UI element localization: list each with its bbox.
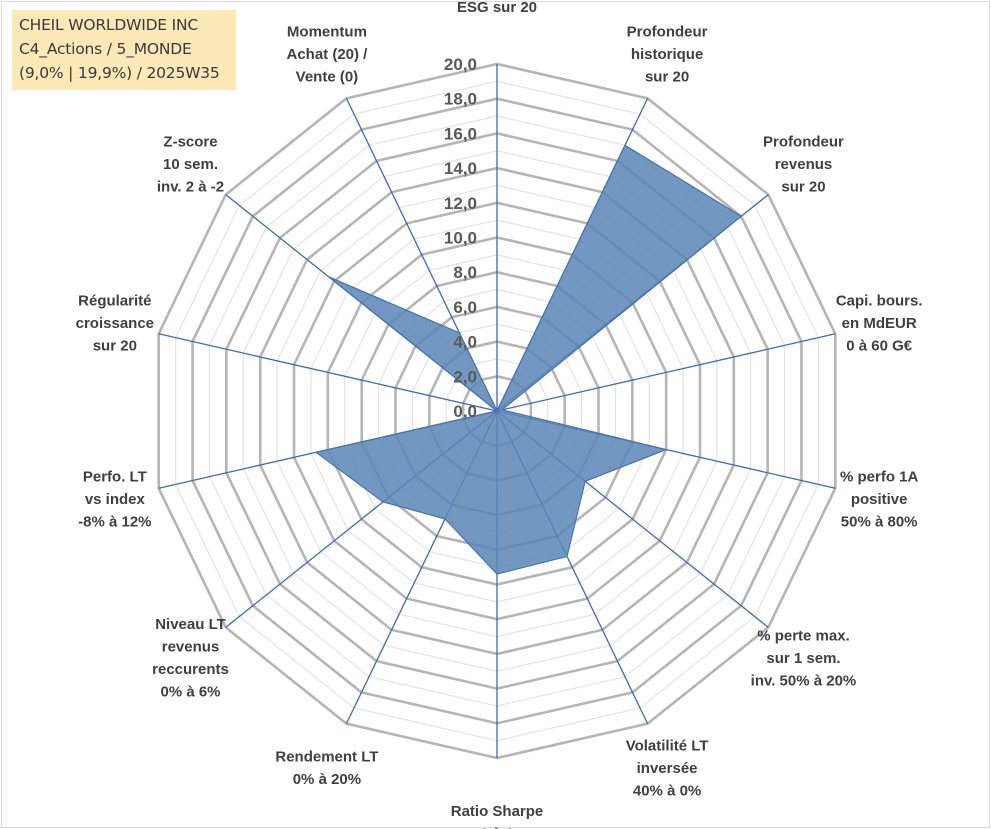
axis-label-line: historique [631, 46, 704, 63]
axis-label-line: 40% à 0% [633, 782, 701, 799]
axis-label-line: 50% à 80% [841, 514, 918, 531]
axis-label-line: 0% à 6% [160, 684, 220, 701]
axis-label-line: Rendement LT [275, 749, 378, 766]
axis-label-line: 0 à 1 [480, 826, 513, 829]
info-box: CHEIL WORLDWIDE INC C4_Actions / 5_MONDE… [12, 10, 236, 90]
axis-spoke [496, 333, 836, 412]
axis-label-line: inversée [637, 760, 698, 777]
axis-label-line: en MdEUR [842, 315, 917, 332]
axis-label-line: % perfo 1A [840, 469, 919, 486]
axis-label-line: 0% à 20% [293, 771, 361, 788]
axis-label: % perte max. sur 1 sem. inv. 50% à 20% [751, 627, 857, 689]
axis-label: Profondeur historique sur 20 [627, 24, 708, 86]
axis-label-line: sur 20 [93, 337, 137, 354]
category-line: C4_Actions / 5_MONDE [19, 40, 192, 58]
axis-label-line: 0 à 60 G€ [846, 337, 913, 354]
axis-label-line: Capi. bours. [836, 292, 923, 309]
axis-label-line: reccurents [152, 661, 229, 678]
axis-spoke [158, 333, 498, 412]
axis-label-line: % perte max. [757, 627, 850, 644]
tick-label: 18,0 [444, 90, 477, 109]
period-line: (9,0% | 19,9%) / 2025W35 [19, 64, 220, 82]
axis-label-line: ESG sur 20 [457, 0, 537, 16]
axis-label-line: Ratio Sharpe [451, 803, 544, 820]
axis-label-line: croissance [76, 315, 154, 332]
tick-label: 10,0 [444, 229, 477, 248]
axis-label: NoteESG sur 20 [457, 0, 537, 16]
axis-label-line: Volatilité LT [626, 737, 709, 754]
company-name: CHEIL WORLDWIDE INC [19, 16, 199, 34]
axis-labels: NoteESG sur 20 Profondeur historique sur 20… [76, 0, 923, 829]
axis-label: % perfo 1A positive 50% à 80% [840, 469, 919, 531]
axis-label-line: Niveau LT [155, 616, 226, 633]
axis-label: Ratio Sharpe 0 à 1 [451, 803, 544, 829]
tick-label: 8,0 [453, 263, 477, 282]
axis-label-line: inv. 2 à -2 [157, 179, 224, 196]
axis-label-line: inv. 50% à 20% [751, 672, 857, 689]
tick-label: 2,0 [453, 367, 477, 386]
axis-label: Niveau LT revenus reccurents 0% à 6% [152, 616, 229, 701]
axis-label: Momentum Achat (20) / Vente (0) [286, 24, 368, 86]
tick-label: 4,0 [453, 333, 477, 352]
axis-label-line: sur 20 [781, 179, 825, 196]
axis-label: Rendement LT 0% à 20% [275, 749, 378, 789]
axis-label-line: -8% à 12% [78, 514, 151, 531]
data-series [315, 144, 742, 575]
tick-label: 0,0 [453, 402, 477, 421]
tick-label: 12,0 [444, 194, 477, 213]
tick-labels: 0,0 2,0 4,0 6,0 8,0 10,0 12,0 14,0 16,0 18,0 20,0 [444, 55, 477, 421]
axis-label: Profondeur revenus sur 20 [763, 134, 844, 196]
tick-label: 14,0 [444, 159, 477, 178]
tick-label: 20,0 [444, 55, 477, 74]
axis-label-line: sur 1 sem. [766, 650, 840, 667]
axis-label-line: 10 sem. [163, 156, 218, 173]
axis-label-line: Vente (0) [296, 69, 359, 86]
tick-label: 16,0 [444, 124, 477, 143]
axis-label: Volatilité LT inversée 40% à 0% [626, 737, 709, 799]
axis-label-line: sur 20 [645, 69, 689, 86]
axis-label-line: positive [851, 491, 908, 508]
axis-label-line: vs index [85, 491, 146, 508]
axis-label-line: Achat (20) / [286, 46, 368, 63]
axis-label-line: Z-score [163, 134, 217, 151]
axis-label-line: Profondeur [763, 134, 844, 151]
axis-label-line: Momentum [287, 24, 367, 41]
axis-label: Régularité croissance sur 20 [76, 292, 154, 354]
axis-label-line: Profondeur [627, 24, 708, 41]
axis-label-line: Perfo. LT [83, 469, 147, 486]
tick-label: 6,0 [453, 298, 477, 317]
axis-label: Perfo. LT vs index -8% à 12% [78, 469, 151, 531]
axis-label-line: revenus [775, 156, 833, 173]
axis-label: Z-score 10 sem. inv. 2 à -2 [157, 134, 224, 196]
axis-label-line: revenus [162, 639, 220, 656]
axis-label: Capi. bours. en MdEUR 0 à 60 G€ [836, 292, 923, 354]
axis-label-line: Régularité [78, 292, 151, 309]
